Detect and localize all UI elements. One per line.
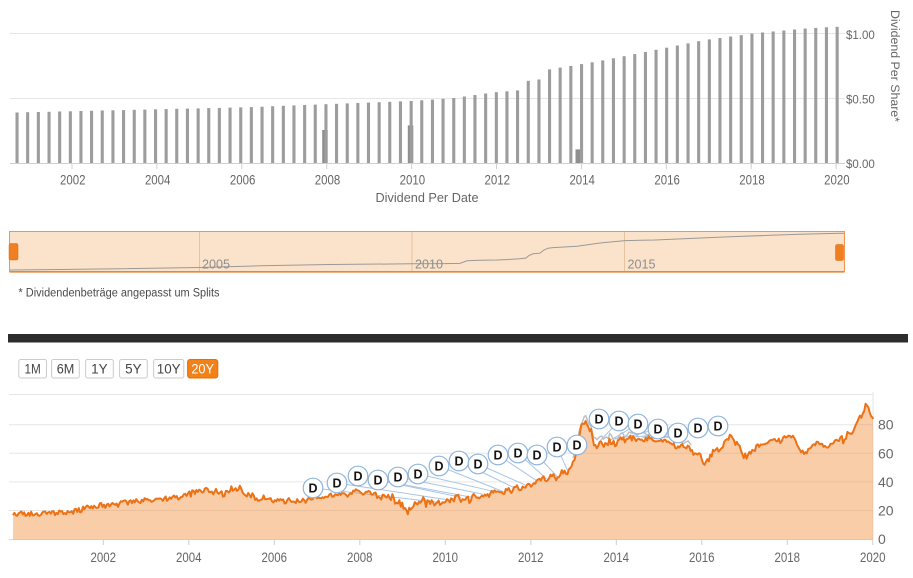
svg-text:20: 20: [878, 503, 894, 519]
svg-text:D: D: [614, 414, 623, 428]
svg-text:2010: 2010: [400, 173, 426, 188]
svg-text:D: D: [434, 459, 443, 473]
svg-text:2018: 2018: [739, 173, 765, 188]
svg-text:40: 40: [878, 474, 894, 490]
svg-text:2002: 2002: [60, 173, 86, 188]
svg-text:0: 0: [878, 531, 886, 547]
svg-text:6M: 6M: [57, 362, 75, 377]
svg-text:2010: 2010: [433, 550, 459, 565]
svg-text:D: D: [653, 422, 662, 436]
svg-text:* Dividendenbeträge angepasst: * Dividendenbeträge angepasst um Splits: [19, 288, 220, 300]
svg-text:2002: 2002: [91, 550, 117, 565]
svg-text:2012: 2012: [485, 173, 511, 188]
svg-text:2005: 2005: [202, 258, 230, 272]
svg-text:D: D: [373, 473, 382, 487]
svg-text:D: D: [473, 457, 482, 471]
svg-text:2004: 2004: [176, 550, 202, 565]
svg-text:5Y: 5Y: [125, 362, 142, 377]
svg-text:2016: 2016: [689, 550, 715, 565]
svg-text:2006: 2006: [262, 550, 288, 565]
svg-text:80: 80: [878, 417, 894, 433]
svg-text:D: D: [552, 440, 561, 454]
svg-text:D: D: [594, 412, 603, 426]
svg-text:20Y: 20Y: [191, 362, 214, 377]
svg-text:D: D: [353, 469, 362, 483]
svg-text:60: 60: [878, 445, 894, 461]
svg-text:2020: 2020: [824, 173, 850, 188]
svg-text:D: D: [393, 470, 402, 484]
svg-text:2008: 2008: [315, 173, 341, 188]
svg-text:2020: 2020: [860, 550, 886, 565]
svg-text:2010: 2010: [415, 258, 443, 272]
svg-text:D: D: [308, 481, 317, 495]
svg-text:2012: 2012: [518, 550, 544, 565]
svg-text:D: D: [513, 446, 522, 460]
svg-text:D: D: [532, 448, 541, 462]
svg-text:$1.00: $1.00: [846, 30, 875, 42]
svg-text:D: D: [713, 419, 722, 433]
svg-text:D: D: [633, 417, 642, 431]
svg-text:$0.50: $0.50: [846, 95, 875, 107]
svg-text:Dividend Per Share*: Dividend Per Share*: [888, 10, 900, 123]
svg-text:D: D: [673, 426, 682, 440]
svg-text:D: D: [332, 476, 341, 490]
svg-text:D: D: [454, 454, 463, 468]
svg-text:D: D: [572, 438, 581, 452]
svg-text:D: D: [693, 421, 702, 435]
svg-text:10Y: 10Y: [157, 362, 181, 377]
svg-text:D: D: [413, 467, 422, 481]
svg-text:2014: 2014: [569, 173, 595, 188]
svg-text:2008: 2008: [347, 550, 373, 565]
svg-text:2018: 2018: [775, 550, 801, 565]
svg-text:1Y: 1Y: [91, 362, 108, 377]
svg-text:D: D: [493, 448, 502, 462]
svg-text:2014: 2014: [604, 550, 630, 565]
svg-text:2016: 2016: [654, 173, 680, 188]
svg-text:2015: 2015: [628, 258, 656, 272]
svg-text:Dividend Per Date: Dividend Per Date: [376, 190, 479, 205]
svg-text:$0.00: $0.00: [846, 159, 875, 171]
svg-text:2006: 2006: [230, 173, 256, 188]
svg-text:2004: 2004: [145, 173, 171, 188]
svg-text:1M: 1M: [24, 362, 40, 377]
